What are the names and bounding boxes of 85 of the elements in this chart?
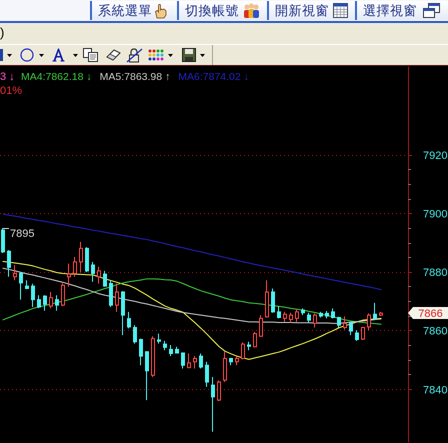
candlestick	[7, 250, 11, 278]
candlestick	[307, 312, 311, 324]
candlestick	[235, 356, 239, 366]
y-tick-label: 7900	[423, 207, 448, 220]
candlestick	[259, 314, 263, 338]
annotation: 7895	[10, 227, 34, 240]
candlestick	[1, 228, 5, 254]
candlestick	[319, 311, 323, 318]
candlestick	[337, 316, 341, 328]
candlestick	[211, 376, 215, 432]
candlestick	[25, 280, 29, 290]
candlestick	[97, 266, 101, 284]
line-series	[2, 214, 382, 290]
candlestick	[223, 351, 227, 382]
text: MA4:7862.18 ↓	[21, 70, 92, 82]
candlestick	[37, 294, 41, 309]
line-series	[2, 268, 382, 324]
candlestick	[217, 380, 221, 402]
text: MA6:7874.02 ↓	[178, 70, 249, 82]
text: 選擇視窗	[363, 2, 417, 19]
candlestick	[13, 264, 17, 281]
candlestick	[373, 302, 377, 321]
text: )	[0, 25, 4, 41]
candlestick	[103, 270, 107, 288]
text: 7866	[413, 306, 448, 319]
candlestick	[289, 312, 293, 324]
annotation: 3 ↓	[0, 70, 15, 82]
text: 系統選單	[98, 2, 152, 19]
candlestick	[241, 342, 245, 360]
candlestick	[67, 263, 71, 288]
candlestick	[247, 341, 251, 351]
candlestick	[193, 356, 197, 369]
candlestick	[271, 288, 275, 314]
candlestick	[265, 280, 269, 318]
candlestick	[157, 333, 161, 344]
candlestick	[55, 294, 59, 312]
candlestick	[145, 350, 149, 401]
candlestick	[277, 306, 281, 319]
candlestick	[253, 331, 257, 348]
candlestick	[109, 280, 113, 308]
candlestick	[133, 324, 137, 344]
y-tick-label: 7860	[423, 324, 448, 337]
line-series	[2, 261, 382, 360]
y-tick-label: 7880	[423, 266, 448, 278]
candlestick	[199, 353, 203, 369]
candlestick	[175, 346, 179, 354]
candlestick	[283, 311, 287, 322]
candlestick	[229, 357, 233, 366]
candlestick	[205, 361, 209, 388]
candlestick	[19, 272, 23, 300]
candlestick	[79, 241, 83, 273]
candlestick	[187, 353, 191, 369]
candlestick	[115, 283, 119, 312]
candlestick	[169, 344, 173, 357]
candlestick	[313, 312, 317, 328]
candlestick	[43, 294, 47, 312]
candlestick	[91, 261, 95, 282]
candlestick	[181, 352, 185, 369]
candlestick	[163, 340, 167, 351]
candlestick	[367, 312, 371, 331]
candlestick	[295, 309, 299, 322]
text: 切換帳號	[185, 2, 239, 19]
candlestick	[139, 338, 143, 366]
candlestick	[343, 316, 347, 330]
candlestick	[121, 290, 125, 336]
candlestick	[325, 310, 329, 319]
candlestick	[49, 292, 53, 309]
candlestick	[355, 330, 359, 342]
candlestick	[127, 311, 131, 329]
line-series	[2, 278, 382, 325]
candlestick	[73, 256, 77, 278]
candlestick	[349, 321, 353, 336]
text: MA5:7863.98 ↑	[100, 70, 170, 82]
candlestick	[151, 336, 155, 378]
y-tick-label: 7920	[423, 148, 448, 161]
candlestick	[361, 326, 365, 341]
candlestick	[379, 311, 383, 317]
candlestick	[331, 308, 335, 319]
text: 開新視窗	[275, 2, 329, 19]
y-tick-label: 7840	[423, 383, 448, 396]
candlestick	[31, 283, 35, 308]
candlestick	[85, 246, 89, 273]
candlestick	[61, 283, 65, 307]
annotation: 01%	[0, 84, 22, 96]
candlestick	[301, 308, 305, 316]
